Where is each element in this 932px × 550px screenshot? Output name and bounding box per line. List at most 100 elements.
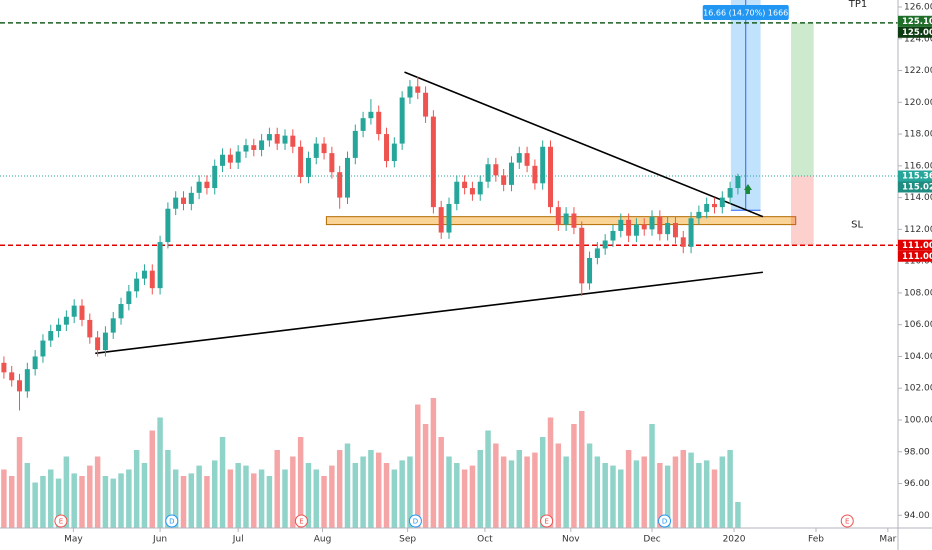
volume-bar	[563, 456, 569, 528]
candle-body	[337, 172, 343, 198]
volume-bar	[719, 456, 726, 528]
volume-bar	[290, 456, 296, 528]
candle-body	[79, 305, 85, 320]
candle-body	[173, 197, 179, 209]
arrow-icon	[744, 184, 752, 194]
candle-body	[102, 332, 108, 351]
volume-bar	[649, 424, 655, 528]
candle-body	[688, 218, 694, 247]
volume-bar	[610, 465, 616, 528]
volume-bar	[703, 460, 710, 528]
y-tick-label: 122.00	[904, 66, 932, 76]
volume-bar	[391, 469, 398, 528]
candle-body	[188, 192, 194, 204]
candle-body	[24, 369, 30, 392]
y-tick-label: 102.00	[904, 384, 932, 394]
volume-bar	[446, 456, 452, 528]
stop-zone	[791, 176, 814, 246]
x-tick-label: 2020	[723, 535, 746, 545]
candle-body	[384, 134, 390, 162]
y-tick-label: 104.00	[904, 352, 932, 362]
candle-body	[110, 318, 116, 333]
candle-body	[657, 216, 663, 235]
volume-bar	[438, 437, 444, 528]
candle-body	[407, 86, 413, 98]
volume-bar	[657, 463, 663, 528]
volume-bar	[735, 502, 741, 528]
candle-body	[446, 203, 452, 233]
event-marker	[54, 514, 68, 528]
trendline	[404, 71, 764, 218]
measure-label: 16.66 (14.70%) 1666	[703, 9, 788, 18]
event-label: E	[544, 518, 548, 526]
volume-bar	[24, 463, 31, 528]
candle-body	[587, 257, 593, 284]
volume-bar	[415, 404, 421, 528]
volume-bar	[165, 450, 171, 528]
candle-body	[40, 340, 46, 357]
axes: 94.00 96.00 98.00 100.00 102.00 104.00 106.00 1…	[64, 2, 932, 545]
candle-body	[266, 134, 272, 141]
volume-bar	[188, 473, 195, 528]
candle-body	[251, 145, 257, 150]
x-tick-label: Dec	[643, 535, 660, 545]
volume-bar	[571, 424, 577, 528]
volume-bar	[8, 476, 15, 528]
candle-body	[469, 188, 475, 195]
volume-bar	[126, 469, 132, 528]
y-tick-label: 116.00	[904, 161, 932, 171]
candle-body	[594, 248, 600, 258]
volume-bar	[227, 469, 234, 528]
volume-bar	[313, 469, 319, 528]
candle-body	[321, 143, 327, 154]
price-label: 115.02	[902, 183, 932, 193]
candle-body	[9, 372, 15, 381]
x-tick-label: Jun	[152, 535, 167, 545]
volume-bar	[454, 463, 460, 528]
x-tick-label: Aug	[314, 535, 332, 545]
candle-body	[649, 216, 655, 230]
volume-bar	[493, 443, 499, 528]
candle-body	[71, 305, 77, 317]
candle-body	[602, 240, 608, 249]
volume-bar	[524, 456, 530, 528]
volume-bar	[344, 443, 351, 528]
volume-bar	[664, 465, 671, 528]
event-label: E	[845, 518, 849, 526]
candle-body	[165, 208, 171, 243]
volume-bar	[110, 478, 116, 528]
volume-bar	[79, 476, 85, 528]
event-label: D	[169, 518, 174, 526]
volume-bar	[133, 450, 140, 528]
volume-bar	[71, 473, 77, 528]
trendline	[95, 271, 764, 355]
event-label: E	[299, 518, 303, 526]
candle-body	[181, 197, 187, 204]
price-label: 125.10	[902, 17, 932, 27]
candle-body	[87, 319, 93, 338]
candle-body	[63, 316, 69, 325]
candle-body	[571, 213, 577, 228]
x-tick-label: Sep	[399, 535, 416, 545]
volume-bar	[407, 456, 413, 528]
volume-bar	[469, 465, 476, 528]
candle-body	[665, 223, 671, 235]
x-tick-label: Feb	[808, 535, 824, 545]
candle-body	[485, 164, 491, 182]
x-tick-label: Jul	[232, 535, 244, 545]
volume-bar	[305, 463, 312, 528]
volume-bar	[94, 456, 101, 528]
candle-body	[220, 154, 226, 166]
volume-bar	[102, 476, 109, 528]
candle-body	[282, 135, 288, 144]
candle-body	[618, 219, 624, 231]
volume-bar	[641, 456, 647, 528]
price-label: 115.36	[902, 172, 932, 182]
volume-bar	[727, 450, 733, 528]
price-label: 125.00	[902, 28, 932, 38]
annotation: SL	[851, 220, 863, 231]
candle-body	[626, 219, 632, 236]
support-zone	[325, 216, 797, 226]
